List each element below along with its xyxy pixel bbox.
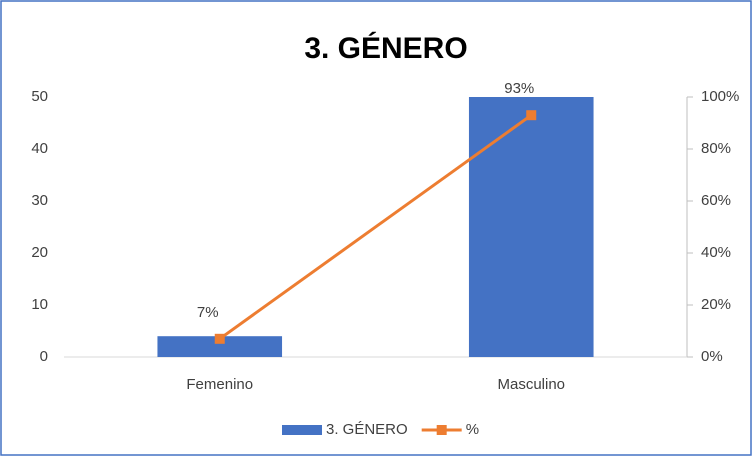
y-tick-label: 10 [31,296,48,313]
legend-label: % [466,421,479,438]
bar [468,97,594,357]
y2-tick-label: 40% [701,244,731,261]
y-tick-label: 20 [31,244,48,261]
legend-marker [436,425,447,435]
y2-tick-label: 0% [701,348,723,365]
data-label: 7% [197,304,219,321]
x-tick-label: Masculino [497,376,565,393]
y-tick-label: 0 [40,348,48,365]
y2-tick-label: 60% [701,192,731,209]
line [218,113,533,341]
data-label: 93% [504,80,534,97]
x-tick-label: Femenino [186,376,253,393]
chart-title: 3. GÉNERO [304,31,467,65]
y-tick-label: 30 [31,192,48,209]
legend-label: 3. GÉNERO [326,421,408,438]
y2-tick-label: 20% [701,296,731,313]
y2-tick-label: 80% [701,140,731,157]
y2-tick-label: 100% [701,88,739,105]
y-tick-label: 50 [31,88,48,105]
line-marker [526,110,537,121]
y-tick-label: 40 [31,140,48,157]
line-marker [214,333,225,344]
legend-swatch [282,425,322,435]
bar [157,336,283,357]
